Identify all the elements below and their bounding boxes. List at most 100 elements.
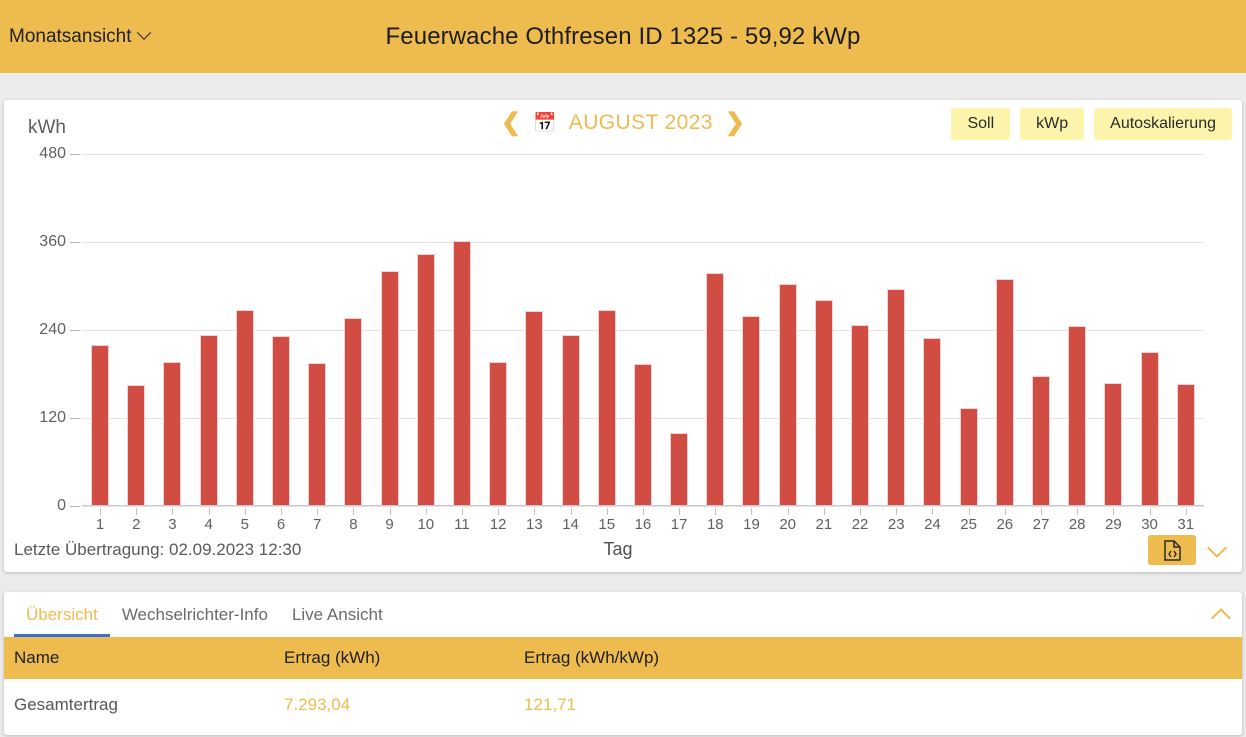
bar-slot: [1131, 154, 1167, 506]
x-axis-tick-label: 6: [263, 508, 299, 538]
x-axis-tick-label: 22: [842, 508, 878, 538]
chart-bar[interactable]: [706, 272, 725, 506]
tab-live-ansicht[interactable]: Live Ansicht: [291, 604, 383, 624]
x-axis-tick-label: 25: [951, 508, 987, 538]
chart-bar[interactable]: [127, 385, 146, 506]
bar-slot: [118, 154, 154, 506]
bar-slot: [335, 154, 371, 506]
month-label: AUGUST 2023: [568, 111, 713, 134]
x-axis-tick-label: 5: [227, 508, 263, 538]
column-header-ertrag-kwh-kwp[interactable]: Ertrag (kWh/kWp): [524, 637, 1242, 679]
chart-bar[interactable]: [995, 279, 1014, 506]
bar-slot: [263, 154, 299, 506]
x-axis-tick-label: 21: [806, 508, 842, 538]
y-axis-tick-label: 0: [57, 497, 82, 515]
bar-slot: [299, 154, 335, 506]
chart-bar[interactable]: [923, 338, 942, 506]
x-axis-tick-label: 16: [625, 508, 661, 538]
x-axis-tick-label: 23: [878, 508, 914, 538]
export-button[interactable]: [1148, 535, 1196, 565]
details-panel: Übersicht Wechselrichter-Info Live Ansicht…: [4, 592, 1242, 735]
tab-wechselrichter-info[interactable]: Wechselrichter-Info: [121, 604, 268, 624]
chevron-left-icon[interactable]: ❮: [501, 109, 522, 136]
chart-bar[interactable]: [851, 324, 870, 506]
bar-slot: [154, 154, 190, 506]
y-axis-unit-label: kWh: [28, 117, 66, 138]
gridline: [82, 506, 1204, 507]
chart-bar[interactable]: [380, 271, 399, 506]
chart-bar[interactable]: [452, 241, 471, 506]
chart-bar[interactable]: [272, 335, 291, 506]
chart-bar[interactable]: [1031, 376, 1050, 506]
x-axis-tick-label: 3: [154, 508, 190, 538]
chart-bar[interactable]: [670, 432, 689, 506]
view-mode-selector[interactable]: Monatsansicht: [9, 25, 151, 48]
y-axis-tick-label: 240: [39, 321, 82, 339]
chart-bar[interactable]: [235, 310, 254, 506]
bar-slot: [1023, 154, 1059, 506]
x-axis-tick-label: 8: [335, 508, 371, 538]
chart-bar[interactable]: [633, 363, 652, 506]
chart-bar[interactable]: [887, 288, 906, 506]
x-axis-tick-label: 2: [118, 508, 154, 538]
chart-bar[interactable]: [742, 316, 761, 506]
chart-bar[interactable]: [163, 362, 182, 506]
bar-slot: [480, 154, 516, 506]
chart-bar[interactable]: [597, 310, 616, 506]
cell-name: Gesamtertrag: [14, 695, 118, 714]
chart-bar[interactable]: [308, 363, 327, 506]
x-axis-tick-label: 4: [191, 508, 227, 538]
x-axis-tick-label: 7: [299, 508, 335, 538]
chart-bar[interactable]: [525, 310, 544, 506]
chart-bar[interactable]: [778, 283, 797, 506]
chart-bar[interactable]: [959, 408, 978, 506]
column-header-ertrag-kwh[interactable]: Ertrag (kWh): [284, 637, 524, 679]
bar-slot: [987, 154, 1023, 506]
chart-bar[interactable]: [199, 335, 218, 506]
chart-bar[interactable]: [489, 362, 508, 506]
app-header: Monatsansicht Feuerwache Othfresen ID 13…: [0, 0, 1246, 73]
x-axis-tick-label: 29: [1095, 508, 1131, 538]
chart-bar[interactable]: [1068, 325, 1087, 506]
chart-bar[interactable]: [416, 253, 435, 506]
last-transfer-text: Letzte Übertragung: 02.09.2023 12:30: [14, 540, 302, 559]
bar-slot: [842, 154, 878, 506]
bar-slot: [770, 154, 806, 506]
x-axis-tick-label: 18: [697, 508, 733, 538]
chart-bar[interactable]: [344, 318, 363, 506]
column-header-name[interactable]: Name: [4, 637, 284, 679]
bar-slot: [806, 154, 842, 506]
view-mode-label: Monatsansicht: [9, 25, 132, 47]
chevron-up-icon[interactable]: [1211, 607, 1231, 628]
x-axis-tick-label: 13: [516, 508, 552, 538]
x-axis-tick-label: 27: [1023, 508, 1059, 538]
x-axis-tick-label: 17: [661, 508, 697, 538]
calendar-icon: 📅: [533, 112, 557, 134]
tab-uebersicht[interactable]: Übersicht: [14, 592, 110, 637]
chart-option-buttons: Soll kWp Autoskalierung: [951, 108, 1232, 140]
bar-slot: [227, 154, 263, 506]
x-axis-tick-label: 12: [480, 508, 516, 538]
chart-bar[interactable]: [1140, 352, 1159, 506]
table-row: Gesamtertrag 7.293,04 121,71: [4, 679, 1242, 731]
gridline: [82, 154, 1204, 155]
chart-bar[interactable]: [1176, 384, 1195, 506]
chart-bar[interactable]: [814, 299, 833, 506]
page-title: Feuerwache Othfresen ID 1325 - 59,92 kWp: [385, 22, 861, 50]
y-axis-tick-label: 360: [39, 233, 82, 251]
kwp-button[interactable]: kWp: [1020, 108, 1085, 140]
x-axis-tick-label: 1: [82, 508, 118, 538]
x-axis-tick-label: 10: [408, 508, 444, 538]
x-axis-title: Tag: [603, 539, 633, 559]
x-axis-tick-label: 28: [1059, 508, 1095, 538]
chart-bar[interactable]: [561, 335, 580, 506]
chart-footer-actions: [1148, 535, 1234, 565]
chart-bar[interactable]: [91, 344, 110, 506]
bar-slot: [1059, 154, 1095, 506]
autoscale-button[interactable]: Autoskalierung: [1094, 108, 1232, 140]
chart-bar[interactable]: [1104, 382, 1123, 506]
chevron-down-icon[interactable]: [1207, 537, 1227, 558]
x-axis-tick-label: 9: [372, 508, 408, 538]
soll-button[interactable]: Soll: [951, 108, 1011, 140]
chevron-right-icon[interactable]: ❯: [724, 109, 745, 136]
